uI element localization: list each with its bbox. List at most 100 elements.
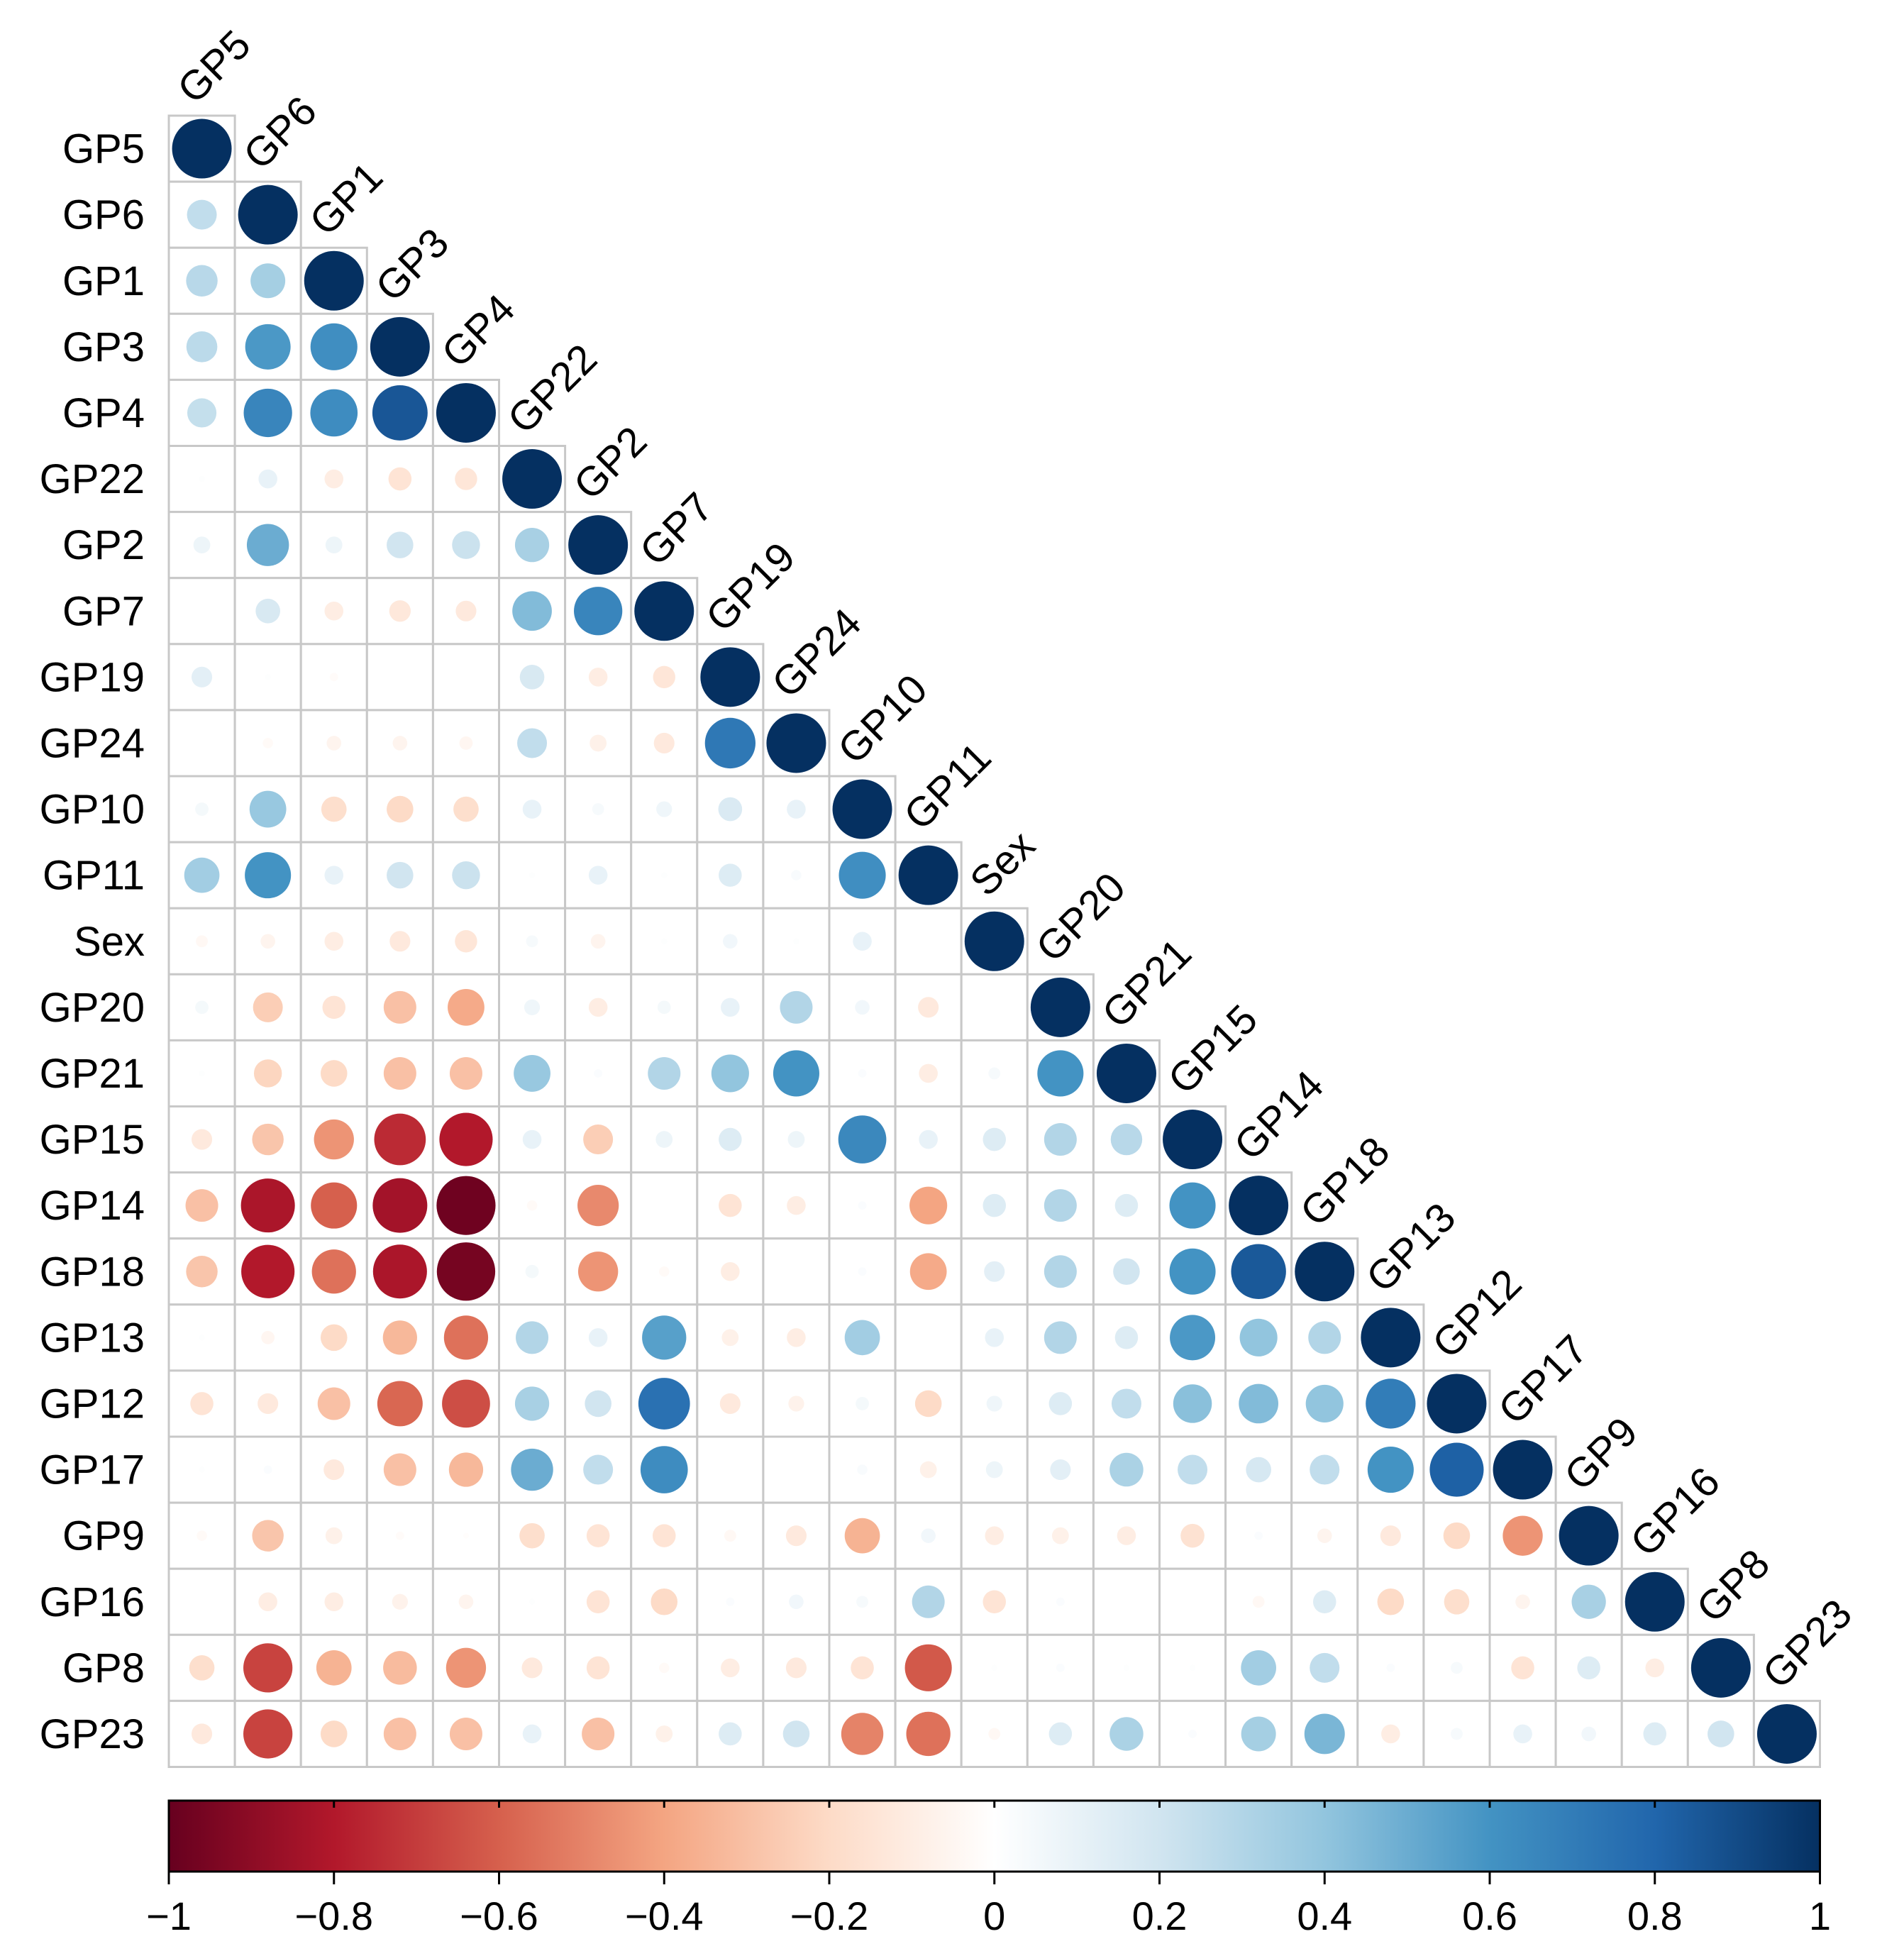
row-label-Sex: Sex (74, 919, 145, 965)
corr-circle-GP2-GP5 (193, 536, 211, 554)
corr-circle-GP16-GP1 (324, 1592, 344, 1612)
corr-circle-GP15-GP1 (314, 1119, 354, 1160)
corr-circle-GP12-GP7 (638, 1378, 690, 1430)
corr-circle-GP9-GP9 (1559, 1505, 1619, 1566)
corr-circle-GP21-GP19 (711, 1054, 749, 1093)
corr-circle-GP16-GP3 (392, 1593, 408, 1610)
corr-circle-GP11-GP1 (324, 866, 344, 885)
corr-circle-GP9-GP17 (1502, 1515, 1543, 1556)
corr-circle-GP17-GP5 (199, 1466, 205, 1473)
corr-circle-GP7-GP3 (389, 600, 411, 622)
corr-circle-GP2-GP6 (246, 524, 289, 566)
corr-circle-GP23-GP9 (1581, 1726, 1596, 1742)
corr-circle-GP14-GP2 (577, 1185, 619, 1227)
col-label-GP5: GP5 (169, 21, 260, 112)
corr-circle-GP11-GP5 (184, 857, 220, 893)
colorbar-tick-label: 0.8 (1627, 1894, 1683, 1938)
corr-circle-GP4-GP1 (310, 389, 358, 437)
corr-circle-GP13-GP18 (1308, 1321, 1341, 1354)
corr-circle-GP21-GP24 (773, 1050, 819, 1097)
corr-circle-GP20-GP7 (657, 1000, 671, 1015)
corr-circle-GP12-GP11 (914, 1390, 942, 1418)
corr-circle-GP18-GP15 (1169, 1248, 1216, 1295)
corr-circle-GP16-GP24 (789, 1594, 804, 1610)
corr-circle-GP16-GP10 (856, 1596, 868, 1608)
corr-circle-GP15-GP21 (1110, 1123, 1143, 1156)
corr-circle-GP24-GP24 (766, 713, 826, 773)
corr-circle-GP10-GP4 (453, 796, 479, 822)
corr-circle-GP23-GP11 (906, 1711, 951, 1757)
corr-circle-GP20-GP24 (780, 990, 813, 1024)
corr-circle-GP23-GP21 (1109, 1717, 1144, 1751)
corr-circle-GP13-GP6 (261, 1330, 275, 1344)
corr-circle-GP8-GP7 (658, 1662, 670, 1674)
corr-circle-GP23-GP16 (1643, 1722, 1667, 1746)
corr-circle-GP21-Sex (988, 1067, 1001, 1080)
corr-circle-GP16-GP18 (1312, 1590, 1336, 1614)
col-label-GP8: GP8 (1688, 1540, 1778, 1631)
corr-circle-GP15-GP6 (252, 1123, 284, 1156)
cell-GP16-GP5 (167, 1567, 236, 1636)
corr-circle-GP8-Sex (991, 1664, 997, 1672)
corr-circle-GP9-GP7 (652, 1524, 676, 1547)
corr-circle-GP17-GP22 (511, 1448, 553, 1491)
corr-circle-GP15-Sex (983, 1127, 1007, 1151)
corr-circle-GP23-GP19 (719, 1722, 742, 1746)
corr-circle-GP17-Sex (985, 1461, 1003, 1479)
corr-circle-GP10-GP10 (832, 779, 892, 839)
row-label-GP20: GP20 (40, 985, 145, 1031)
corr-circle-GP13-GP5 (199, 1335, 205, 1341)
corr-circle-GP9-GP1 (325, 1527, 343, 1545)
corr-circle-GP16-GP7 (651, 1588, 678, 1615)
corr-circle-Sex-GP3 (389, 931, 411, 952)
corr-circle-GP15-GP20 (1044, 1123, 1077, 1156)
corr-circle-GP12-GP20 (1048, 1392, 1073, 1415)
row-label-GP19: GP19 (40, 654, 145, 700)
corr-circle-GP11-GP10 (838, 851, 886, 899)
corr-circle-GP9-GP20 (1051, 1527, 1069, 1545)
corr-circle-GP15-GP4 (439, 1112, 493, 1166)
corr-circle-GP8-GP5 (189, 1655, 215, 1681)
corr-circle-GP10-GP1 (321, 796, 347, 822)
corr-circle-GP18-GP3 (372, 1244, 427, 1299)
corr-circle-GP12-GP24 (788, 1396, 804, 1412)
cell-GP24-GP5 (167, 709, 236, 778)
corr-circle-GP11-GP2 (588, 866, 608, 885)
corr-circle-GP17-GP18 (1310, 1454, 1340, 1485)
corr-circle-GP23-GP23 (1756, 1703, 1817, 1764)
corr-circle-GP12-GP18 (1305, 1384, 1344, 1423)
row-label-GP2: GP2 (62, 522, 145, 568)
corr-circle-GP21-GP3 (383, 1056, 416, 1090)
corr-circle-GP6-GP6 (238, 184, 298, 245)
colorbar: −1 −0.8 −0.6 −0.4 −0.2 0 0.2 0.4 0.6 0.8 1 (146, 1799, 1831, 1938)
corr-circle-GP9-GP18 (1317, 1528, 1332, 1543)
corr-circle-GP24-GP6 (262, 738, 273, 748)
corr-circle-GP10-GP7 (656, 801, 673, 817)
corr-circle-GP19-GP22 (519, 665, 545, 690)
corr-circle-GP10-GP6 (249, 790, 287, 828)
corr-circle-GP7-GP6 (255, 598, 280, 624)
corr-circle-GP20-GP2 (588, 998, 608, 1017)
corr-circle-GP15-GP2 (583, 1125, 614, 1155)
corr-circle-GP21-GP22 (514, 1055, 550, 1092)
corr-circle-GP22-GP22 (502, 449, 563, 509)
corr-circle-GP18-GP6 (241, 1244, 295, 1298)
corr-circle-GP2-GP3 (387, 531, 414, 558)
corr-circle-GP20-GP4 (448, 988, 485, 1026)
col-label-Sex: Sex (961, 822, 1044, 905)
corr-circle-GP17-GP10 (857, 1464, 868, 1475)
corr-circle-GP3-GP3 (370, 316, 430, 377)
corr-circle-GP16-GP2 (586, 1590, 610, 1614)
corr-circle-GP8-GP2 (586, 1656, 610, 1680)
corr-circle-GP9-GP12 (1443, 1522, 1471, 1549)
corr-circle-GP24-GP1 (326, 736, 342, 751)
corr-circle-Sex-GP6 (260, 934, 275, 949)
corr-circle-GP19-GP6 (265, 674, 271, 680)
corr-circle-GP8-GP14 (1241, 1650, 1276, 1686)
corr-circle-GP12-GP15 (1173, 1384, 1212, 1423)
corr-circle-GP18-GP5 (186, 1256, 218, 1288)
corr-circle-GP17-GP11 (919, 1461, 937, 1479)
corr-circle-GP21-GP10 (858, 1069, 867, 1078)
corr-circle-GP17-GP1 (323, 1459, 345, 1481)
